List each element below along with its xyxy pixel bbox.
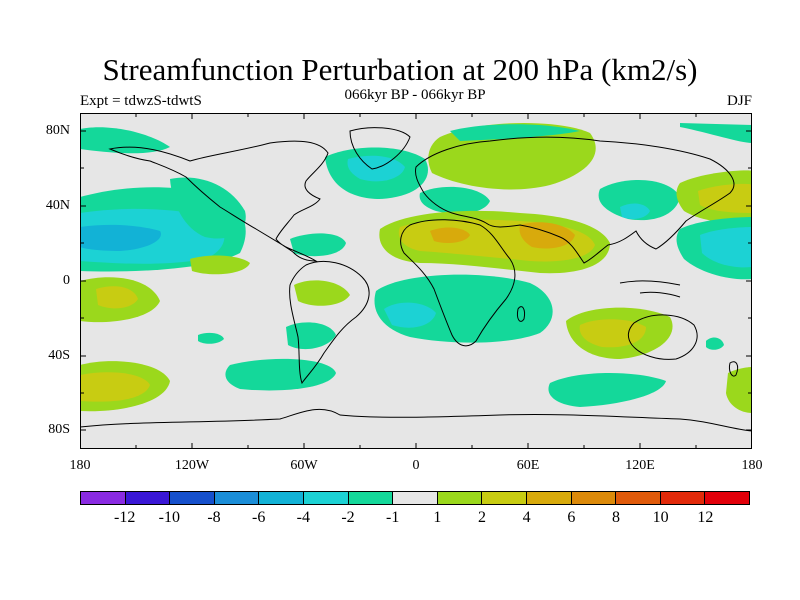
colorbar-label: -6 — [251, 509, 266, 526]
colorbar-label: 8 — [612, 509, 620, 526]
experiment-label: Expt = tdwzS-tdwtS — [80, 93, 202, 109]
contour-fills — [80, 122, 752, 413]
contour-arctic-west — [80, 127, 170, 154]
contour-npac-blue — [80, 224, 161, 251]
contour-pacific-green-sm1 — [198, 332, 224, 344]
lat-label-0: 0 — [63, 273, 70, 288]
colorbar-swatch — [393, 492, 438, 504]
colorbar-swatch — [170, 492, 215, 504]
plot-title: Streamfunction Perturbation at 200 hPa (… — [102, 52, 698, 87]
contour-india-orange — [519, 222, 575, 249]
contour-spac-yellow — [96, 286, 138, 309]
colorbar-swatch — [303, 492, 349, 504]
coast-north-america — [108, 140, 329, 262]
colorbar-swatch — [482, 492, 527, 504]
colorbar-swatch — [81, 492, 126, 504]
colorbar-swatch — [214, 492, 260, 504]
contour-china-green — [598, 179, 680, 221]
contour-samerica-lime — [294, 280, 350, 306]
lat-label-40n: 40N — [45, 198, 70, 213]
contour-mexico-green — [170, 177, 246, 239]
lat-label-40s: 40S — [48, 348, 70, 363]
lon-label-60w: 60W — [290, 458, 318, 473]
contour-europe-green — [419, 186, 490, 214]
season-label: DJF — [726, 93, 752, 109]
map-panel — [80, 113, 752, 449]
colorbar-swatch — [125, 492, 171, 504]
contour-eurasia-green-top — [450, 124, 580, 141]
lon-label-0: 0 — [412, 458, 420, 473]
colorbar-label: 10 — [652, 509, 669, 526]
contour-pacific-green-sm2 — [706, 337, 724, 350]
contour-so-yellow — [80, 372, 150, 402]
colorbar-label: -4 — [296, 509, 310, 526]
lon-label-60e: 60E — [516, 458, 540, 473]
coast-africa — [400, 219, 516, 347]
colorbar-swatch — [571, 492, 617, 504]
colorbar-swatch — [526, 492, 572, 504]
colorbar-label: 12 — [697, 509, 714, 526]
colorbar-label: 4 — [522, 509, 531, 526]
coast-australia — [627, 314, 698, 360]
map-frame — [80, 113, 752, 449]
colorbar-swatch — [437, 492, 483, 504]
contour-so-lime-east — [726, 367, 752, 413]
contour-camerica-green — [290, 233, 346, 257]
colorbar-label: -2 — [341, 509, 355, 526]
axis-ticks — [80, 113, 752, 449]
contour-so-green-east — [548, 373, 666, 407]
coast-new-zealand — [729, 361, 739, 377]
coast-indonesia — [619, 280, 681, 298]
lat-label-80s: 80S — [48, 422, 70, 437]
lon-label-120e: 120E — [625, 458, 655, 473]
contour-wpac-cyan — [700, 227, 752, 268]
colorbar-label: -12 — [113, 509, 136, 526]
coast-eurasia — [415, 136, 735, 264]
map-svg — [80, 113, 752, 449]
colorbar-swatch — [616, 492, 661, 504]
coast-south-america — [289, 260, 370, 385]
contour-arctic-east — [680, 123, 752, 143]
colorbar-swatch — [705, 492, 749, 504]
contour-nwpac-yellow — [698, 183, 752, 213]
colorbar — [80, 491, 750, 505]
lon-label-180e: 180 — [741, 458, 763, 473]
period-label: 066kyr BP - 066kyr BP — [344, 87, 486, 103]
contour-arabia-orange — [430, 227, 470, 243]
lon-label-180w: 180 — [69, 458, 91, 473]
colorbar-label: 2 — [478, 509, 486, 526]
contour-tropac-lime — [190, 255, 250, 275]
coast-greenland — [349, 127, 411, 170]
coast-madagascar — [517, 306, 525, 322]
colorbar-label: 1 — [433, 509, 442, 526]
contour-safrica-cyan — [384, 302, 436, 328]
colorbar-swatch — [259, 492, 304, 504]
lon-label-120w: 120W — [174, 458, 210, 473]
colorbar-label: -1 — [385, 509, 400, 526]
contour-china-cyan — [620, 203, 650, 219]
coast-antarctica — [80, 408, 752, 432]
colorbar-label: 6 — [567, 509, 576, 526]
lat-label-80n: 80N — [45, 123, 70, 138]
colorbar-label: -8 — [207, 509, 221, 526]
contour-so-green-mid — [225, 358, 336, 391]
colorbar-label: -10 — [158, 509, 180, 526]
colorbar-swatch — [660, 492, 706, 504]
coastlines — [80, 127, 752, 432]
colorbar-swatch — [348, 492, 394, 504]
